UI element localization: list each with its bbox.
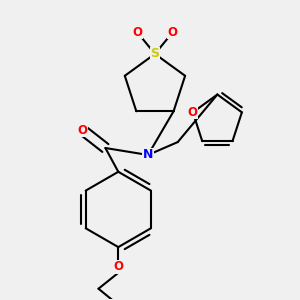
Text: N: N <box>143 148 153 161</box>
Text: O: O <box>168 26 178 39</box>
Text: O: O <box>78 124 88 137</box>
Text: O: O <box>132 26 142 39</box>
Text: S: S <box>151 47 160 60</box>
Text: O: O <box>113 260 123 273</box>
Text: O: O <box>188 106 198 119</box>
